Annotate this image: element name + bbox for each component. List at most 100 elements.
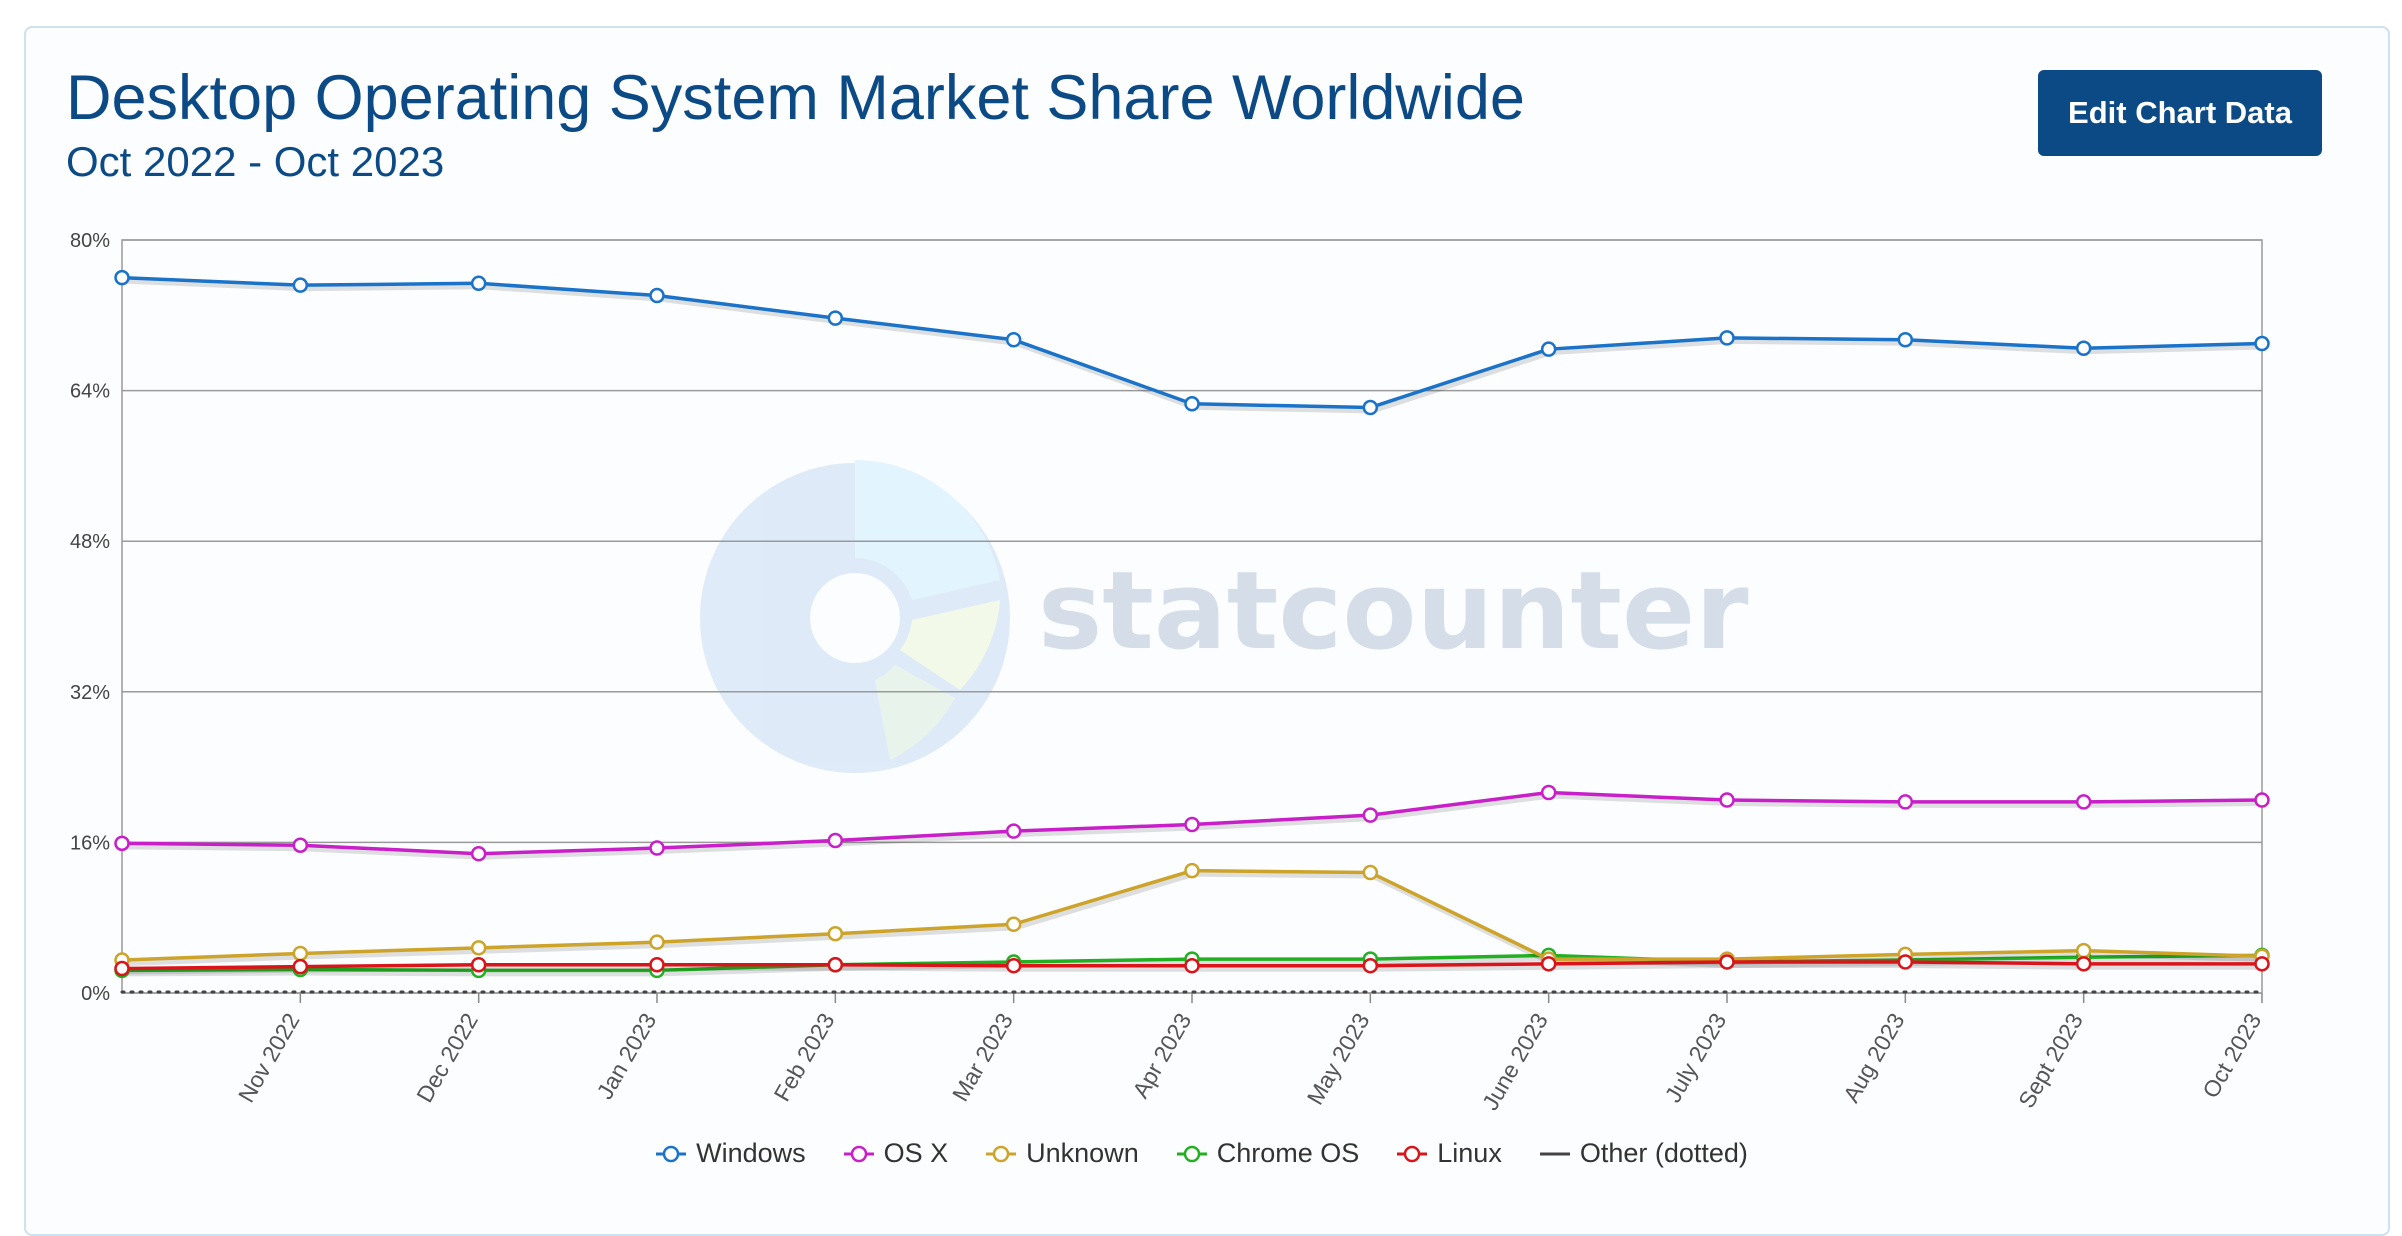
series-line-unknown — [121, 868, 2263, 962]
circle-swatch-icon — [843, 1145, 874, 1162]
watermark-segment-icon — [855, 460, 1000, 600]
circle-swatch-icon — [656, 1145, 687, 1162]
circle-swatch-icon — [1176, 1145, 1207, 1162]
y-tick-label: 0% — [81, 983, 110, 1005]
data-point-os-x[interactable] — [1184, 816, 1200, 833]
x-tick-label: June 2023 — [1477, 1009, 1553, 1115]
legend-item-other-dotted[interactable]: Other (dotted) — [1538, 1138, 1748, 1169]
watermark-segment-icon — [875, 665, 955, 760]
data-point-unknown[interactable] — [470, 940, 487, 956]
legend-item-linux[interactable]: Linux — [1395, 1138, 1502, 1169]
circle-swatch-icon — [986, 1145, 1017, 1162]
legend-item-windows[interactable]: Windows — [654, 1138, 806, 1169]
legend-item-chrome-os[interactable]: Chrome OS — [1175, 1138, 1360, 1169]
data-point-unknown[interactable] — [1184, 862, 1200, 879]
data-point-os-x[interactable] — [827, 832, 844, 849]
data-point-linux[interactable] — [1897, 954, 1914, 970]
statcounter-watermark: statcounter — [700, 460, 1749, 773]
y-tick-label: 32% — [70, 682, 110, 704]
data-point-os-x[interactable] — [1540, 784, 1557, 801]
data-point-linux[interactable] — [649, 957, 665, 973]
x-tick-label: Jan 2023 — [591, 1009, 661, 1104]
data-point-windows[interactable] — [1540, 341, 1557, 357]
data-point-windows[interactable] — [470, 275, 487, 292]
data-point-linux[interactable] — [470, 957, 487, 973]
data-point-windows[interactable] — [2075, 340, 2092, 356]
x-tick-label: Nov 2022 — [233, 1009, 305, 1107]
watermark-segment-icon — [900, 600, 1000, 690]
data-point-os-x[interactable] — [1005, 823, 1022, 839]
legend-label: Windows — [696, 1138, 806, 1168]
data-point-unknown[interactable] — [1362, 864, 1379, 881]
data-point-windows[interactable] — [1719, 330, 1735, 346]
data-point-os-x[interactable] — [649, 840, 665, 856]
x-tick-label: July 2023 — [1660, 1009, 1732, 1107]
legend-label: Other (dotted) — [1579, 1138, 1748, 1168]
legend-label: Chrome OS — [1216, 1138, 1360, 1168]
y-tick-label: 80% — [70, 230, 110, 252]
data-point-unknown[interactable] — [1005, 916, 1022, 933]
chart-subtitle: Oct 2022 - Oct 2023 — [66, 138, 445, 185]
data-point-unknown[interactable] — [292, 945, 309, 962]
data-point-linux[interactable] — [1540, 956, 1557, 972]
data-point-os-x[interactable] — [2254, 792, 2270, 808]
data-point-windows[interactable] — [1005, 332, 1022, 348]
data-point-unknown[interactable] — [2075, 942, 2092, 959]
series-unknown — [114, 862, 2270, 968]
circle-swatch-icon — [1397, 1145, 1428, 1162]
watermark-text: statcounter — [1038, 549, 1749, 674]
y-tick-label: 64% — [70, 381, 110, 403]
data-point-windows[interactable] — [649, 287, 665, 304]
x-tick-label: Mar 2023 — [947, 1009, 1018, 1106]
data-point-os-x[interactable] — [470, 845, 487, 862]
data-point-os-x[interactable] — [1897, 794, 1914, 810]
y-tick-label: 48% — [70, 531, 110, 553]
data-point-os-x[interactable] — [1719, 792, 1735, 808]
data-point-linux[interactable] — [2075, 956, 2092, 972]
data-point-linux[interactable] — [2254, 956, 2270, 972]
data-point-unknown[interactable] — [649, 934, 665, 950]
data-point-linux[interactable] — [827, 957, 844, 973]
data-point-linux[interactable] — [114, 960, 130, 977]
series-linux — [114, 954, 2270, 977]
x-tick-label: Apr 2023 — [1127, 1009, 1196, 1103]
edit-chart-data-button[interactable]: Edit Chart Data — [2038, 70, 2322, 156]
data-point-windows[interactable] — [114, 269, 130, 286]
data-point-os-x[interactable] — [2075, 794, 2092, 810]
series-windows — [114, 269, 2270, 416]
data-point-linux[interactable] — [1362, 957, 1379, 974]
chart-title: Desktop Operating System Market Share Wo… — [66, 63, 1525, 133]
data-point-windows[interactable] — [827, 310, 844, 326]
legend-label: Linux — [1437, 1138, 1502, 1168]
series-os-x — [114, 784, 2270, 862]
legend-label: Unknown — [1026, 1138, 1139, 1168]
data-point-linux[interactable] — [1005, 957, 1022, 974]
data-point-linux[interactable] — [1184, 957, 1200, 974]
data-point-linux[interactable] — [292, 958, 309, 975]
x-tick-label: Dec 2022 — [411, 1009, 483, 1107]
line-swatch-icon — [1539, 1152, 1570, 1155]
data-point-windows[interactable] — [1897, 332, 1914, 348]
data-point-os-x[interactable] — [292, 837, 309, 853]
chart-legend: Windows OS X Unknown Chrome OS Linux Other (d… — [0, 1138, 2402, 1169]
legend-item-os-x[interactable]: OS X — [842, 1138, 948, 1169]
data-point-windows[interactable] — [1184, 396, 1200, 412]
x-tick-label: Sept 2023 — [2013, 1009, 2088, 1113]
chart-series — [114, 269, 2270, 994]
data-point-linux[interactable] — [1719, 954, 1735, 970]
data-point-unknown[interactable] — [827, 925, 844, 942]
x-tick-label: Oct 2023 — [2197, 1009, 2266, 1103]
data-point-windows[interactable] — [292, 277, 309, 293]
data-point-os-x[interactable] — [114, 835, 130, 852]
series-line-windows — [121, 275, 2263, 410]
chart-card — [24, 26, 2390, 1236]
x-tick-label: Aug 2023 — [1838, 1009, 1910, 1107]
data-point-os-x[interactable] — [1362, 807, 1379, 823]
data-point-windows[interactable] — [2254, 335, 2270, 352]
x-tick-label: May 2023 — [1302, 1009, 1375, 1109]
y-tick-label: 16% — [70, 832, 110, 854]
x-tick-label: Feb 2023 — [769, 1009, 840, 1106]
legend-item-unknown[interactable]: Unknown — [984, 1138, 1139, 1169]
data-point-windows[interactable] — [1362, 399, 1379, 416]
